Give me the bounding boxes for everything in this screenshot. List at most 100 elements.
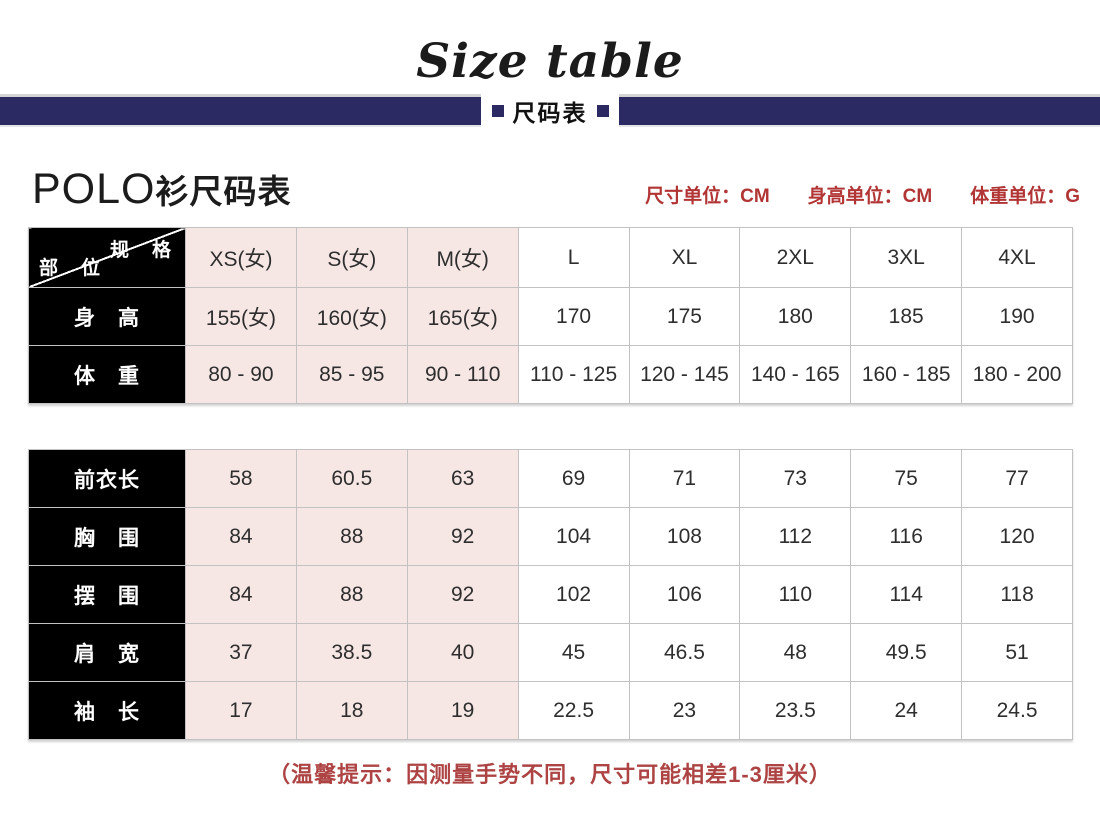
value-cell: 170 (517, 287, 630, 346)
table-gap (0, 404, 1100, 449)
value-cell: 85 - 95 (295, 345, 408, 404)
value-cell: 40 (406, 623, 519, 682)
row-label-cell: 胸 围 (28, 507, 186, 566)
value-cell: 63 (406, 449, 519, 508)
value-cell: 73 (739, 449, 852, 508)
table-row: 摆 围 84 88 92 102 106 110 114 118 (28, 565, 1073, 624)
banner-bar-left (0, 94, 481, 127)
row-label-cell: 肩 宽 (28, 623, 186, 682)
value-cell: 160 - 185 (850, 345, 963, 404)
footer-note: （温馨提示：因测量手势不同，尺寸可能相差1-3厘米） (268, 762, 832, 787)
value-cell: 22.5 (517, 681, 630, 740)
row-label-cell: 袖 长 (28, 681, 186, 740)
unit-note: 尺寸单位：CM (645, 186, 770, 207)
table-row: 胸 围 84 88 92 104 108 112 116 120 (28, 507, 1073, 566)
value-cell: 24 (850, 681, 963, 740)
value-cell: 24.5 (961, 681, 1073, 740)
row-label-cell: 摆 围 (28, 565, 186, 624)
banner-center: 尺码表 (481, 94, 619, 127)
banner-label: 尺码表 (512, 99, 588, 126)
table-row: 身 高 155(女) 160(女) 165(女) 170 175 180 185… (28, 287, 1073, 346)
corner-header-cell: 规 格 部 位 (28, 227, 186, 288)
value-cell: 165(女) (406, 287, 519, 346)
value-cell: 48 (739, 623, 852, 682)
value-cell: 112 (739, 507, 852, 566)
heading-suffix: 衫尺码表 (155, 173, 292, 210)
row-label-cell: 身 高 (28, 287, 186, 346)
value-cell: 45 (517, 623, 630, 682)
value-cell: 120 - 145 (628, 345, 741, 404)
value-cell: 116 (850, 507, 963, 566)
table-row: 体 重 80 - 90 85 - 95 90 - 110 110 - 125 1… (28, 345, 1073, 404)
column-header: L (517, 227, 630, 288)
value-cell: 110 - 125 (517, 345, 630, 404)
square-bullet-icon (596, 104, 609, 117)
section-heading: POLO 衫尺码表 (32, 165, 292, 214)
value-cell: 180 (739, 287, 852, 346)
value-cell: 140 - 165 (739, 345, 852, 404)
value-cell: 71 (628, 449, 741, 508)
size-table-top: 规 格 部 位 XS(女) S(女) M(女) L XL 2XL 3XL 4XL… (28, 227, 1073, 404)
row-label-cell: 前衣长 (28, 449, 186, 508)
size-table-measurements: 前衣长 58 60.5 63 69 71 73 75 77 胸 围 84 88 … (28, 449, 1073, 740)
value-cell: 51 (961, 623, 1073, 682)
value-cell: 120 (961, 507, 1073, 566)
value-cell: 110 (739, 565, 852, 624)
table-row: 袖 长 17 18 19 22.5 23 23.5 24 24.5 (28, 681, 1073, 740)
value-cell: 104 (517, 507, 630, 566)
value-cell: 108 (628, 507, 741, 566)
value-cell: 185 (850, 287, 963, 346)
value-cell: 17 (185, 681, 297, 740)
column-header: 2XL (739, 227, 852, 288)
value-cell: 106 (628, 565, 741, 624)
column-header: 3XL (850, 227, 963, 288)
value-cell: 90 - 110 (406, 345, 519, 404)
value-cell: 18 (295, 681, 408, 740)
value-cell: 175 (628, 287, 741, 346)
column-header: S(女) (295, 227, 408, 288)
unit-note: 体重单位：G (970, 186, 1080, 207)
value-cell: 88 (295, 507, 408, 566)
corner-part-label: 部 位 (39, 258, 103, 279)
corner-spec-label: 规 格 (109, 240, 173, 261)
value-cell: 84 (185, 507, 297, 566)
table-row: 肩 宽 37 38.5 40 45 46.5 48 49.5 51 (28, 623, 1073, 682)
table-row: 前衣长 58 60.5 63 69 71 73 75 77 (28, 449, 1073, 508)
square-bullet-icon (491, 104, 504, 117)
value-cell: 49.5 (850, 623, 963, 682)
units-line: 尺寸单位：CM 身高单位：CM 体重单位：G (645, 181, 1080, 214)
table-header-row: 规 格 部 位 XS(女) S(女) M(女) L XL 2XL 3XL 4XL (28, 227, 1073, 288)
value-cell: 75 (850, 449, 963, 508)
value-cell: 23 (628, 681, 741, 740)
value-cell: 160(女) (295, 287, 408, 346)
value-cell: 84 (185, 565, 297, 624)
value-cell: 46.5 (628, 623, 741, 682)
value-cell: 190 (961, 287, 1073, 346)
value-cell: 118 (961, 565, 1073, 624)
value-cell: 23.5 (739, 681, 852, 740)
value-cell: 19 (406, 681, 519, 740)
value-cell: 77 (961, 449, 1073, 508)
column-header: XL (628, 227, 741, 288)
value-cell: 102 (517, 565, 630, 624)
column-header: 4XL (961, 227, 1073, 288)
value-cell: 155(女) (185, 287, 297, 346)
value-cell: 37 (185, 623, 297, 682)
column-header: XS(女) (185, 227, 297, 288)
value-cell: 69 (517, 449, 630, 508)
unit-note: 身高单位：CM (807, 186, 933, 207)
brand-name: POLO (32, 165, 156, 213)
value-cell: 92 (406, 565, 519, 624)
value-cell: 38.5 (295, 623, 408, 682)
banner: 尺码表 (0, 94, 1100, 127)
row-label-cell: 体 重 (28, 345, 186, 404)
value-cell: 180 - 200 (961, 345, 1073, 404)
value-cell: 80 - 90 (185, 345, 297, 404)
value-cell: 60.5 (295, 449, 408, 508)
value-cell: 58 (185, 449, 297, 508)
banner-bar-right (619, 94, 1100, 127)
heading-row: POLO 衫尺码表 尺寸单位：CM 身高单位：CM 体重单位：G (32, 165, 1080, 214)
value-cell: 92 (406, 507, 519, 566)
value-cell: 88 (295, 565, 408, 624)
column-header: M(女) (406, 227, 519, 288)
